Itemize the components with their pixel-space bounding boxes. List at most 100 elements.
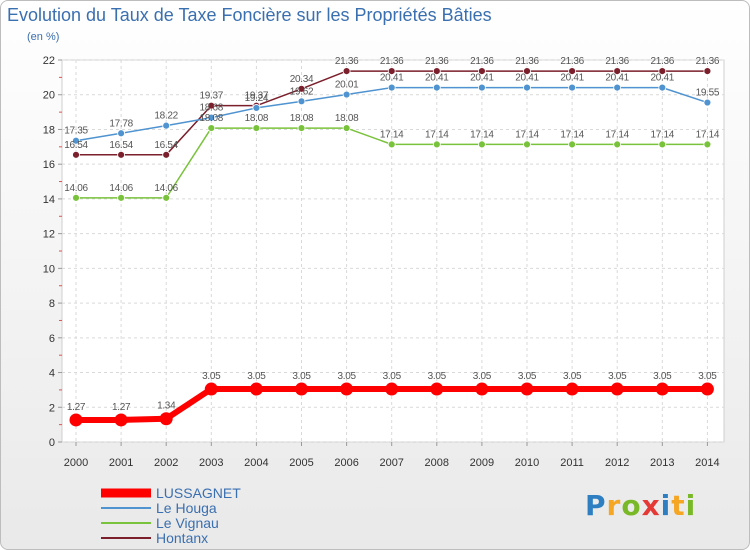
data-label-le-houga: 20.41: [651, 73, 675, 84]
y-tick-label: 10: [43, 263, 55, 275]
data-label-lussagnet: 3.05: [698, 371, 717, 382]
data-point-lussagnet: [610, 382, 624, 396]
x-tick-label: 2011: [560, 457, 584, 469]
data-point-le-vignau: [387, 140, 396, 149]
x-tick-label: 2012: [605, 457, 629, 469]
data-point-lussagnet: [249, 382, 263, 396]
data-label-le-houga: 18.68: [200, 103, 224, 114]
data-label-le-vignau: 17.14: [470, 129, 494, 140]
x-tick-label: 2007: [379, 457, 403, 469]
y-tick-label: 12: [43, 229, 55, 241]
data-label-hontanx: 21.36: [605, 56, 629, 67]
data-point-le-vignau: [658, 140, 667, 149]
data-point-lussagnet: [114, 413, 128, 427]
x-tick-label: 2010: [515, 457, 539, 469]
data-label-le-vignau: 17.14: [560, 129, 584, 140]
data-label-hontanx: 21.36: [651, 56, 675, 67]
data-label-lussagnet: 3.05: [473, 371, 492, 382]
unit-label: (en %): [27, 31, 60, 43]
data-label-le-houga: 17.35: [64, 126, 88, 137]
data-label-hontanx: 21.36: [425, 56, 449, 67]
data-point-hontanx: [72, 150, 80, 159]
data-point-le-vignau: [207, 124, 216, 132]
data-label-hontanx: 19.37: [245, 91, 269, 102]
data-point-le-vignau: [613, 140, 622, 149]
data-point-le-houga: [523, 83, 531, 92]
data-label-le-vignau: 18.08: [245, 113, 269, 124]
data-point-le-houga: [432, 83, 441, 92]
logo-letter: i: [685, 489, 697, 522]
data-point-lussagnet: [385, 382, 399, 396]
data-label-le-houga: 19.24: [245, 93, 269, 104]
data-point-le-houga: [162, 121, 171, 130]
data-label-lussagnet: 3.05: [608, 371, 627, 382]
y-tick-label: 0: [49, 437, 55, 449]
data-point-lussagnet: [655, 382, 669, 396]
data-point-hontanx: [613, 67, 622, 76]
data-label-le-houga: 20.41: [560, 73, 584, 84]
data-point-le-vignau: [117, 193, 125, 202]
data-point-hontanx: [342, 67, 351, 76]
data-point-le-vignau: [162, 193, 171, 202]
data-label-le-vignau: 17.14: [605, 129, 629, 140]
proxiti-logo: Proxiti: [585, 489, 696, 522]
data-label-le-vignau: 18.08: [290, 113, 314, 124]
data-label-le-vignau: 17.14: [696, 129, 720, 140]
data-point-le-houga: [72, 136, 80, 145]
chart-title: Evolution du Taux de Taxe Foncière sur l…: [7, 5, 492, 25]
data-label-hontanx: 16.54: [64, 140, 88, 151]
data-label-hontanx: 21.36: [560, 56, 584, 67]
logo-letter: x: [641, 489, 661, 522]
data-point-le-houga: [658, 83, 667, 92]
legend-label: Le Houga: [156, 500, 217, 516]
x-tick-label: 2001: [109, 457, 133, 469]
data-label-lussagnet: 3.05: [292, 371, 311, 382]
x-tick-label: 2004: [244, 457, 268, 469]
data-label-le-houga: 20.41: [605, 73, 629, 84]
logo-letter: t: [671, 489, 686, 522]
data-point-hontanx: [387, 67, 396, 76]
data-label-le-vignau: 18.08: [200, 113, 224, 124]
data-point-le-vignau: [297, 124, 306, 132]
data-point-le-houga: [297, 97, 306, 106]
y-tick-label: 4: [49, 368, 55, 380]
data-label-le-vignau: 17.14: [515, 129, 539, 140]
data-point-hontanx: [568, 67, 576, 76]
logo-letter: o: [621, 489, 642, 522]
data-label-le-houga: 19.55: [696, 88, 720, 99]
data-point-le-houga: [252, 104, 261, 112]
grid-layer: [61, 59, 725, 443]
data-label-hontanx: 19.37: [200, 91, 224, 102]
data-label-lussagnet: 3.05: [202, 371, 221, 382]
y-tick-label: 20: [43, 90, 55, 102]
data-point-le-houga: [387, 83, 396, 92]
data-label-le-houga: 17.78: [109, 118, 133, 129]
data-label-le-vignau: 14.06: [64, 183, 88, 194]
legend-label: LUSSAGNET: [156, 485, 241, 501]
x-tick-label: 2002: [154, 457, 178, 469]
logo-letter: P: [585, 489, 607, 522]
data-label-lussagnet: 1.27: [112, 402, 131, 413]
data-point-hontanx: [477, 67, 486, 76]
data-label-hontanx: 16.54: [154, 140, 178, 151]
data-point-le-vignau: [72, 193, 80, 202]
data-label-hontanx: 21.36: [515, 56, 539, 67]
data-label-le-vignau: 18.08: [335, 113, 359, 124]
data-point-lussagnet: [475, 382, 489, 396]
data-label-lussagnet: 1.27: [67, 402, 86, 413]
data-point-le-vignau: [477, 140, 486, 149]
data-point-lussagnet: [340, 382, 354, 396]
data-point-le-vignau: [703, 140, 712, 149]
data-label-le-houga: 20.41: [425, 73, 449, 84]
data-label-hontanx: 21.36: [696, 56, 720, 67]
data-label-lussagnet: 3.05: [653, 371, 672, 382]
data-point-lussagnet: [700, 382, 714, 396]
data-point-lussagnet: [520, 382, 534, 396]
data-label-hontanx: 21.36: [470, 56, 494, 67]
data-label-hontanx: 21.36: [335, 56, 359, 67]
data-label-hontanx: 20.34: [290, 74, 314, 85]
data-point-lussagnet: [204, 382, 218, 396]
series-layer: [69, 67, 714, 427]
